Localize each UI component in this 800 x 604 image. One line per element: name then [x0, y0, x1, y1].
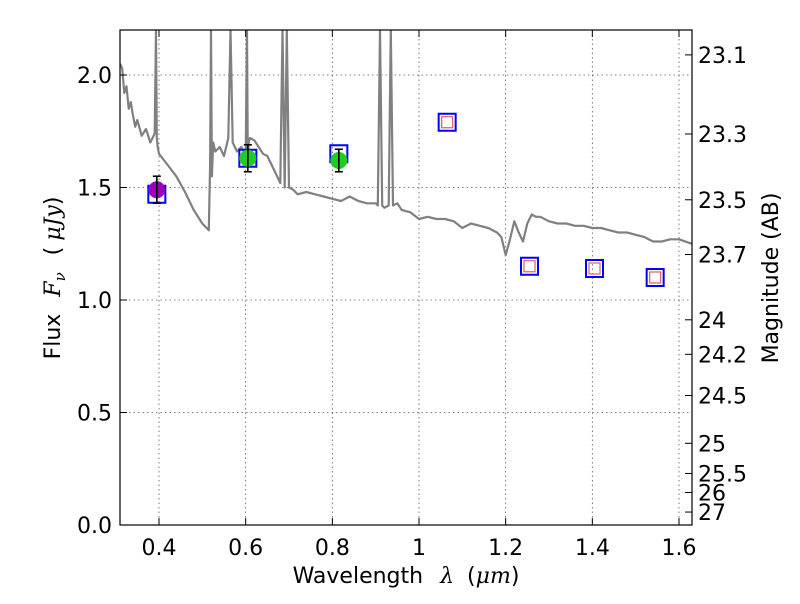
x-tick-label: 0.6: [228, 536, 263, 561]
model-square-marker: [645, 268, 665, 287]
y-axis-label-subscript: ν: [51, 272, 69, 281]
x-tick-label: 0.4: [142, 536, 177, 561]
x-axis-label-unit: μm: [476, 564, 511, 589]
right-tick-label: 26: [698, 481, 726, 506]
y-axis-label-unit-open: (: [41, 247, 66, 256]
y-tick-label: 0.5: [77, 402, 112, 427]
model-inner-marker: [441, 116, 454, 129]
y-axis-label-unit: μJy: [41, 205, 66, 241]
x-axis-label: Wavelength λ (μm): [293, 564, 520, 589]
right-tick-label: 23.7: [698, 243, 747, 268]
y-tick-label: 1.5: [77, 177, 112, 202]
x-axis-label-unit-close: ): [511, 564, 520, 589]
x-axis-label-text: Wavelength: [293, 564, 424, 589]
x-tick-label: 1: [412, 536, 426, 561]
right-axis-label: Magnitude (AB): [759, 193, 784, 364]
model-square-marker: [585, 259, 604, 278]
y-axis-label-symbol: F: [41, 281, 66, 298]
tick-labels: 0.4 0.6 0.8 1 1.2 1.4 1.6 0.0 0.5 1.0 1.5 2.0 23.1 23…: [77, 44, 747, 561]
right-tick-label: 24.2: [698, 343, 747, 368]
right-tick-label: 25.5: [698, 462, 747, 487]
right-tick-label: 23.5: [698, 189, 747, 214]
spectrum-series: [120, 30, 692, 257]
x-tick-label: 1.2: [488, 536, 523, 561]
right-tick-label: 23.3: [698, 123, 747, 148]
x-axis-label-symbol: λ: [439, 564, 454, 589]
x-axis-label-unit-open: (: [467, 564, 476, 589]
model-square-marker: [520, 256, 539, 276]
x-tick-label: 1.4: [575, 536, 610, 561]
model-square-marker: [437, 112, 457, 132]
right-tick-label: 24.5: [698, 385, 747, 410]
y-tick-label: 2.0: [77, 64, 112, 89]
marker-series: [147, 112, 665, 287]
y-tick-label: 1.0: [77, 289, 112, 314]
spectrum-line: [120, 30, 692, 257]
model-inner-marker: [523, 260, 536, 273]
right-tick-label: 24: [698, 309, 726, 334]
plot-frame: [119, 29, 693, 526]
y-axis-label-unit-close: ): [41, 197, 66, 206]
model-inner-marker: [588, 262, 601, 275]
y-tick-label: 0.0: [77, 514, 112, 539]
model-inner-marker: [649, 271, 662, 284]
x-tick-label: 1.6: [662, 536, 697, 561]
right-tick-label: 25: [698, 432, 726, 457]
right-tick-label: 23.1: [698, 44, 747, 69]
right-tick-label: 27: [698, 501, 726, 526]
y-axis-label: Flux Fν ( μJy): [41, 197, 71, 360]
grid: [120, 30, 692, 526]
y-axis-label-text: Flux: [41, 314, 66, 360]
x-tick-label: 0.8: [315, 536, 350, 561]
tick-marks: [120, 30, 692, 526]
